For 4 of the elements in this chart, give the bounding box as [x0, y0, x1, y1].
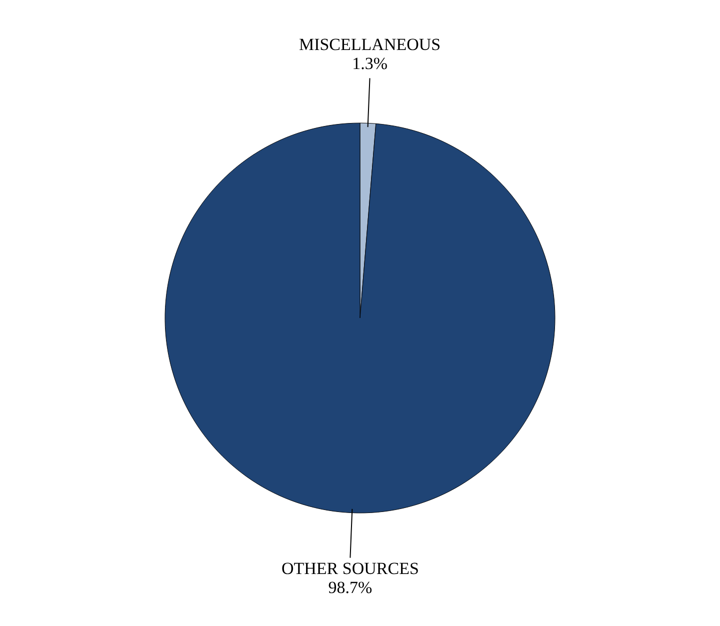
data-label: 98.7%	[328, 578, 372, 597]
slice-label: OTHER SOURCES	[281, 558, 419, 578]
slice-label: MISCELLANEOUS	[298, 35, 441, 54]
data-label: 1.3%	[352, 54, 388, 74]
